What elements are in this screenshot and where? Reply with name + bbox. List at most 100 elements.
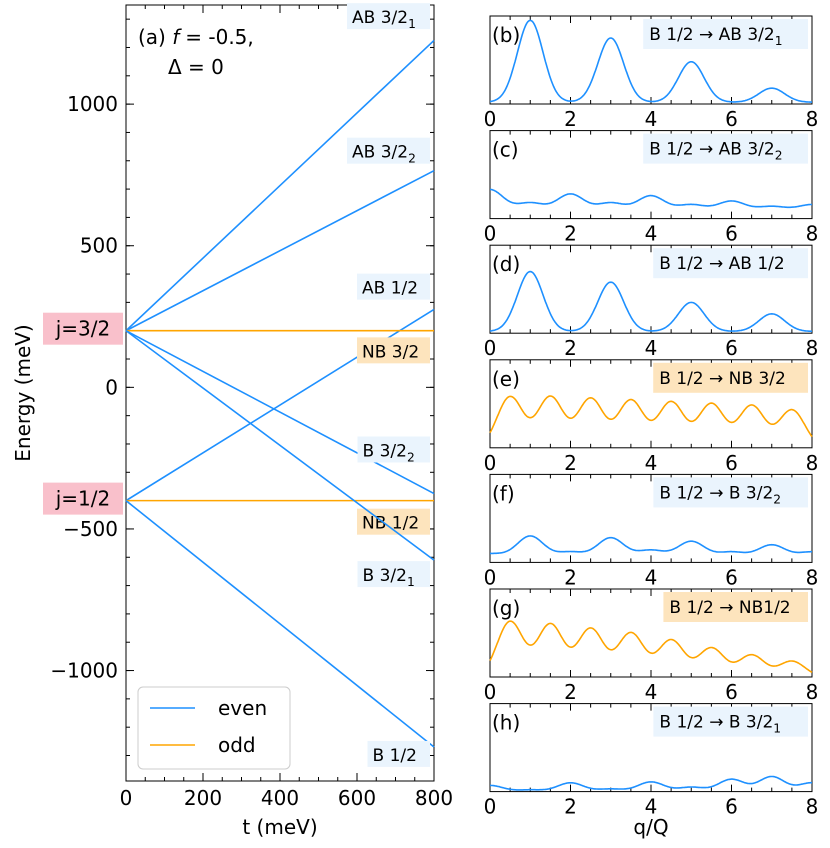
- series-label-2: AB 1/2: [362, 279, 418, 299]
- level-label-0: j=3/2: [55, 317, 111, 341]
- series-label-1-subscript: 2: [408, 152, 416, 166]
- x-tick-label: 0: [484, 680, 497, 704]
- plot-frame: [125, 4, 435, 782]
- series-label-bg: [367, 740, 430, 767]
- x-tick-label: 2: [564, 680, 577, 704]
- x-tick-label: 200: [184, 786, 222, 810]
- transition-label-bg: [643, 133, 808, 164]
- transition-label-bg: [653, 362, 808, 393]
- curve-d: [489, 270, 812, 333]
- curve-b: [489, 19, 812, 103]
- curve-f: [490, 535, 813, 555]
- x-tick-label: 4: [645, 451, 658, 475]
- x-tick-label: 4: [645, 680, 658, 704]
- transition-label-c-text: B 1/2 → AB 3/2: [649, 140, 775, 160]
- series-label-5: NB 1/2: [362, 514, 419, 534]
- x-tick-label: 4: [645, 336, 658, 360]
- series-label-bg: [347, 137, 430, 164]
- y-tick-label: −500: [63, 517, 118, 541]
- x-tick-label: 600: [338, 786, 376, 810]
- y-tick-label: 0: [105, 375, 118, 399]
- series-label-0: AB 3/21: [352, 8, 416, 31]
- x-tick-label: 4: [645, 107, 658, 131]
- panel-b: 0 2 4 6 8 (b) B 1/2 → AB 3/21: [484, 15, 819, 131]
- transition-label-c: B 1/2 → AB 3/22: [649, 140, 782, 163]
- x-tick-label: 8: [806, 451, 819, 475]
- y-tick-label: 500: [80, 234, 118, 258]
- x-tick-label: 400: [261, 786, 299, 810]
- transition-label-b-text: B 1/2 → AB 3/2: [649, 25, 775, 45]
- series-label-1: AB 3/22: [352, 143, 416, 166]
- transition-label-h: B 1/2 → B 3/21: [659, 713, 781, 736]
- panel-e: 0 2 4 6 8 (e) B 1/2 → NB 3/2: [484, 359, 819, 475]
- panel-title: (a) f = -0.5,: [138, 25, 254, 49]
- x-tick-label: 8: [806, 336, 819, 360]
- series-label-4-text: B 3/2: [363, 441, 407, 461]
- transition-label-e-text: B 1/2 → NB 3/2: [659, 369, 786, 389]
- x-tick-label: 0: [484, 107, 497, 131]
- x-tick-label: 6: [725, 680, 738, 704]
- legend-frame: [137, 686, 291, 770]
- series-label-7-text: B 1/2: [373, 746, 417, 766]
- panel-tag-b: (b): [492, 23, 520, 47]
- x-tick-label: 2: [564, 107, 577, 131]
- x-tick-label: 2: [564, 336, 577, 360]
- transition-label-d-text: B 1/2 → AB 1/2: [659, 254, 785, 274]
- series-label-7: B 1/2: [373, 746, 417, 766]
- level-label-bg: [43, 482, 123, 515]
- x-tick-label: 800: [415, 786, 453, 810]
- series-label-6-subscript: 1: [407, 575, 415, 589]
- curve-g: [489, 620, 813, 674]
- x-tick-label: 6: [725, 795, 738, 819]
- transition-label-bg: [653, 477, 808, 508]
- x-tick-label: 6: [725, 336, 738, 360]
- panel-tag-c: (c): [492, 138, 519, 162]
- x-tick-label: 4: [645, 795, 658, 819]
- y-tick-label: 1000: [67, 92, 118, 116]
- series-line-7: [125, 499, 435, 748]
- panel-f: 0 2 4 6 8(f) B 1/2 → B 3/22: [484, 473, 819, 589]
- panel-g: 0 2 4 6 8 (g) B 1/2 → NB1/2: [484, 588, 819, 704]
- x-tick-label: 0: [484, 795, 497, 819]
- series-line-0: [125, 39, 435, 332]
- x-tick-label: 4: [645, 565, 658, 589]
- x-tick-label: 8: [806, 795, 819, 819]
- series-label-bg: [357, 273, 430, 300]
- transition-label-g: B 1/2 → NB1/2: [669, 598, 790, 618]
- y-tick-label: −1000: [50, 659, 118, 683]
- x-tick-label: 6: [725, 565, 738, 589]
- legend-label-odd: odd: [218, 733, 256, 757]
- panel-d: 0 2 4 6 8 (d) B 1/2 → AB 1/2: [484, 244, 819, 360]
- panel-tag-h: (h): [492, 711, 520, 735]
- title-prefix: (a): [138, 25, 172, 49]
- title-delta: Δ = 0: [168, 55, 224, 79]
- series-label-1-text: AB 3/2: [352, 143, 408, 163]
- x-tick-label: 8: [806, 107, 819, 131]
- transition-label-e: B 1/2 → NB 3/2: [659, 369, 786, 389]
- series-label-4-subscript: 2: [407, 450, 415, 464]
- series-label-bg: [357, 337, 430, 364]
- energy-panel: 0 200 400 600 800 −1000 −500 0 500 1000 t (meV) Ene…: [11, 3, 453, 839]
- x-axis-label: t (meV): [242, 815, 317, 839]
- transition-label-b: B 1/2 → AB 3/21: [649, 25, 782, 48]
- title-f-symbol: f: [172, 25, 182, 49]
- level-label-bg: [43, 312, 123, 345]
- x-tick-label: 2: [564, 795, 577, 819]
- panel-h: 0 2 4 6 8 (h) B 1/2 → B 3/21: [484, 703, 819, 819]
- transition-label-g-text: B 1/2 → NB1/2: [669, 598, 790, 618]
- panels-x-axis-label: q/Q: [633, 815, 668, 839]
- transition-label-c-subscript: 2: [775, 149, 783, 163]
- legend-label-even: even: [218, 696, 267, 720]
- x-tick-label: 4: [645, 222, 658, 246]
- x-tick-label: 2: [564, 565, 577, 589]
- transition-label-d: B 1/2 → AB 1/2: [659, 254, 785, 274]
- series-label-6-text: B 3/2: [363, 566, 407, 586]
- transition-label-f-subscript: 2: [773, 492, 781, 506]
- transition-panels: 0 2 4 6 8(b) B 1/2 → AB 3/210 2 4 6 8(c) B 1/2 → A…: [484, 15, 819, 839]
- transition-label-bg: [643, 19, 808, 49]
- transition-label-h-subscript: 1: [773, 722, 781, 736]
- x-tick-label: 6: [725, 107, 738, 131]
- series-line-4: [125, 329, 435, 495]
- x-tick-label: 8: [806, 565, 819, 589]
- x-tick-label: 8: [806, 680, 819, 704]
